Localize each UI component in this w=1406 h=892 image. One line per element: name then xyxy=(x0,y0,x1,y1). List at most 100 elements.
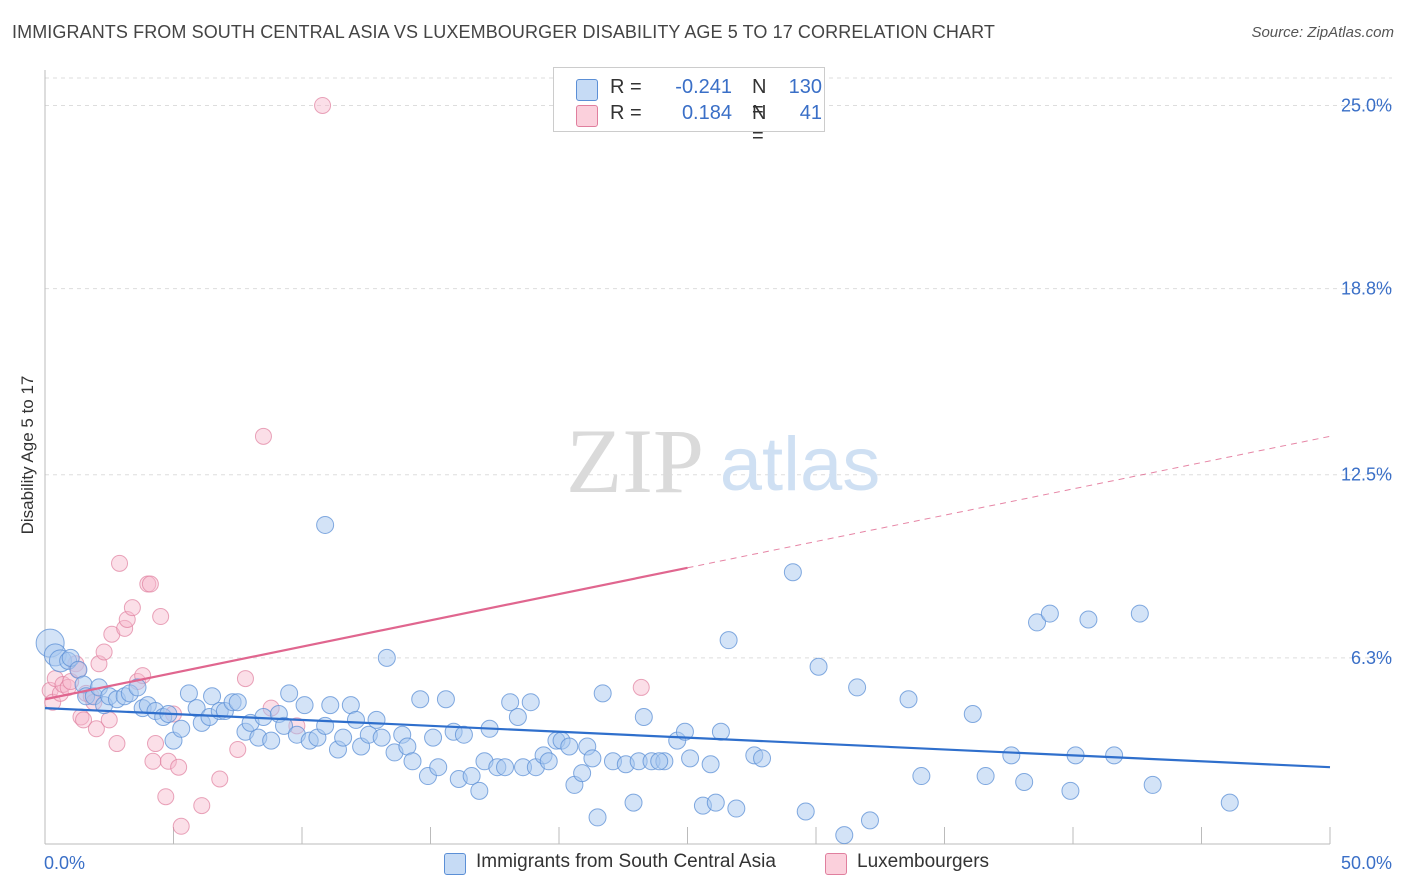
data-point-south-central-asia xyxy=(675,722,694,741)
data-point-south-central-asia xyxy=(172,719,191,738)
data-point-south-central-asia xyxy=(1105,746,1124,765)
data-point-south-central-asia xyxy=(963,705,982,724)
data-point-luxembourgers xyxy=(211,770,229,788)
correlation-legend: R = -0.241 N = 130 R = 0.184 N = 41 xyxy=(553,67,825,147)
data-point-south-central-asia xyxy=(1130,604,1149,623)
data-point-luxembourgers xyxy=(75,711,93,729)
data-point-south-central-asia xyxy=(624,793,643,812)
chart-title: IMMIGRANTS FROM SOUTH CENTRAL ASIA VS LU… xyxy=(12,22,995,42)
data-point-luxembourgers xyxy=(147,735,165,753)
legend-swatch-pink xyxy=(576,105,598,127)
legend-label: Immigrants from South Central Asia xyxy=(476,851,776,872)
data-point-luxembourgers xyxy=(172,817,190,835)
data-point-south-central-asia xyxy=(835,826,854,845)
data-point-south-central-asia xyxy=(334,728,353,747)
data-point-south-central-asia xyxy=(316,515,335,534)
data-point-south-central-asia xyxy=(1040,604,1059,623)
data-point-south-central-asia xyxy=(706,793,725,812)
data-point-south-central-asia xyxy=(899,690,918,709)
data-point-luxembourgers xyxy=(123,599,141,617)
data-point-luxembourgers xyxy=(170,758,188,776)
watermark-atlas: atlas xyxy=(720,422,881,507)
data-point-south-central-asia xyxy=(462,767,481,786)
data-point-south-central-asia xyxy=(753,749,772,768)
axes xyxy=(44,70,1331,845)
data-point-south-central-asia xyxy=(848,678,867,697)
data-point-south-central-asia xyxy=(701,755,720,774)
series-south-central-asia-points xyxy=(35,515,1239,845)
legend-n-label: N = xyxy=(752,76,767,121)
legend-swatch-pink xyxy=(825,853,847,875)
data-point-south-central-asia xyxy=(470,781,489,800)
data-point-south-central-asia xyxy=(681,749,700,768)
data-point-south-central-asia xyxy=(508,707,527,726)
data-point-luxembourgers xyxy=(87,720,105,738)
data-point-south-central-asia xyxy=(429,758,448,777)
data-point-luxembourgers xyxy=(314,96,332,114)
data-point-south-central-asia xyxy=(275,716,294,735)
series-luxembourgers-points xyxy=(41,96,650,835)
y-tick-label: 18.8% xyxy=(1341,279,1392,299)
data-point-luxembourgers xyxy=(95,643,113,661)
trend-line-south-central-asia xyxy=(44,707,1331,769)
data-point-south-central-asia xyxy=(783,563,802,582)
data-point-south-central-asia xyxy=(809,657,828,676)
data-point-south-central-asia xyxy=(1061,781,1080,800)
legend-n-value: 41 xyxy=(799,102,822,124)
data-point-luxembourgers xyxy=(152,608,170,626)
data-point-luxembourgers xyxy=(108,735,126,753)
data-point-luxembourgers xyxy=(111,554,129,572)
legend-n-value: 130 xyxy=(788,76,822,98)
data-point-south-central-asia xyxy=(1220,793,1239,812)
data-point-south-central-asia xyxy=(860,811,879,830)
data-point-south-central-asia xyxy=(796,802,815,821)
data-point-south-central-asia xyxy=(912,767,931,786)
data-point-south-central-asia xyxy=(403,752,422,771)
data-point-south-central-asia xyxy=(128,678,147,697)
data-point-luxembourgers xyxy=(236,670,254,688)
legend-r-label: R = xyxy=(610,102,642,124)
data-point-south-central-asia xyxy=(583,749,602,768)
data-point-luxembourgers xyxy=(157,788,175,806)
data-point-luxembourgers xyxy=(159,752,177,770)
data-point-south-central-asia xyxy=(377,648,396,667)
watermark: ZIP atlas xyxy=(566,410,880,512)
x-tick-label: 50.0% xyxy=(1341,853,1392,873)
data-point-luxembourgers xyxy=(229,740,247,758)
data-point-south-central-asia xyxy=(588,808,607,827)
data-point-south-central-asia xyxy=(346,710,365,729)
data-point-luxembourgers xyxy=(144,752,162,770)
trend-lines xyxy=(44,435,1331,769)
data-point-south-central-asia xyxy=(321,696,340,715)
data-point-south-central-asia xyxy=(539,752,558,771)
legend-swatch-blue xyxy=(444,853,466,875)
data-point-south-central-asia xyxy=(501,693,520,712)
data-point-south-central-asia xyxy=(1079,610,1098,629)
data-point-south-central-asia xyxy=(1015,772,1034,791)
y-tick-label: 6.3% xyxy=(1351,648,1392,668)
data-point-luxembourgers xyxy=(632,678,650,696)
y-tick-label: 25.0% xyxy=(1341,95,1392,115)
legend-r-value: -0.241 xyxy=(675,76,732,98)
data-point-south-central-asia xyxy=(454,725,473,744)
x-tick-label: 0.0% xyxy=(44,853,85,873)
legend-swatch-blue xyxy=(576,79,598,101)
data-point-south-central-asia xyxy=(727,799,746,818)
trend-line-luxembourgers xyxy=(44,566,688,701)
data-point-south-central-asia xyxy=(436,690,455,709)
data-point-south-central-asia xyxy=(372,728,391,747)
data-point-south-central-asia xyxy=(560,737,579,756)
data-point-south-central-asia xyxy=(634,707,653,726)
data-point-south-central-asia xyxy=(295,696,314,715)
data-point-south-central-asia xyxy=(228,693,247,712)
grid-lines xyxy=(45,77,1392,659)
data-point-south-central-asia xyxy=(367,710,386,729)
data-point-south-central-asia xyxy=(179,684,198,703)
data-point-south-central-asia xyxy=(719,631,738,650)
data-point-south-central-asia xyxy=(1143,775,1162,794)
data-point-luxembourgers xyxy=(193,797,211,815)
tick-labels: 6.3% 12.5% 18.8% 25.0% 0.0% 50.0% xyxy=(44,95,1392,873)
data-point-south-central-asia xyxy=(411,690,430,709)
data-point-south-central-asia xyxy=(711,722,730,741)
